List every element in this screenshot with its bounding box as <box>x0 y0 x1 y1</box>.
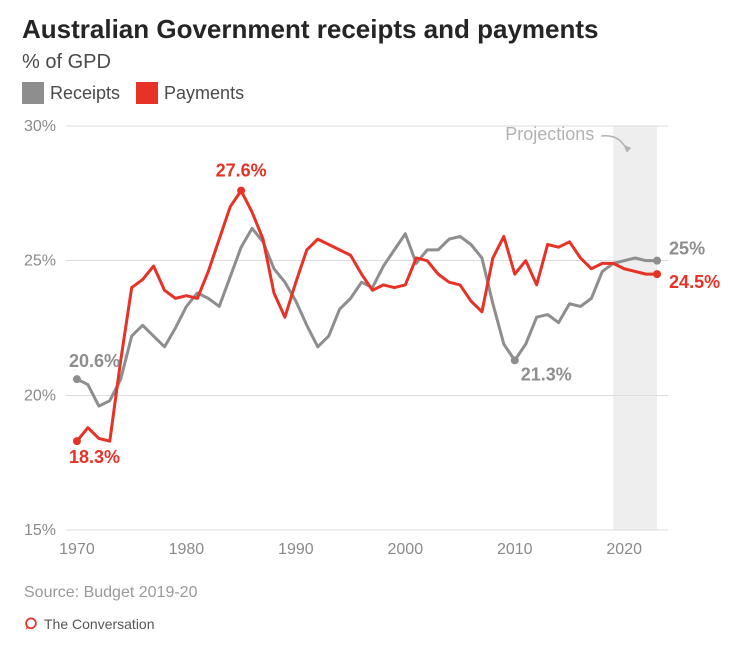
callout-label: 24.5% <box>669 272 720 292</box>
x-tick-label: 1970 <box>59 541 95 558</box>
callout-dot <box>237 187 245 195</box>
legend-swatch-payments <box>136 82 158 104</box>
attribution: The Conversation <box>24 616 746 632</box>
x-tick-label: 1990 <box>278 541 314 558</box>
x-tick-label: 1980 <box>169 541 205 558</box>
legend-swatch-receipts <box>22 82 44 104</box>
y-tick-label: 20% <box>24 387 56 404</box>
chart-area: 15% 20% 25% 30% 1970 1980 1990 2000 2010 2020 Proj… <box>18 108 736 578</box>
callout-label: 25% <box>669 239 705 259</box>
callout-dot <box>73 375 81 383</box>
chart-subtitle: % of GPD <box>22 51 746 74</box>
y-tick-label: 30% <box>24 118 56 135</box>
source-text: Source: Budget 2019-20 <box>24 584 746 602</box>
callout-dot <box>653 257 661 265</box>
projection-label: Projections <box>505 124 594 144</box>
y-tick-label: 15% <box>24 522 56 539</box>
legend-item-receipts: Receipts <box>22 82 120 104</box>
callout-label: 21.3% <box>521 364 572 384</box>
callout-dot <box>73 437 81 445</box>
callout-label: 27.6% <box>216 161 267 181</box>
x-tick-label: 2000 <box>388 541 424 558</box>
callout-label: 20.6% <box>69 351 120 371</box>
line-chart: 15% 20% 25% 30% 1970 1980 1990 2000 2010 2020 Proj… <box>18 108 736 578</box>
y-tick-label: 25% <box>24 253 56 270</box>
chart-title: Australian Government receipts and payme… <box>22 14 746 45</box>
x-tick-label: 2020 <box>606 541 642 558</box>
callout-label: 18.3% <box>69 447 120 467</box>
legend: Receipts Payments <box>22 82 746 104</box>
attribution-text: The Conversation <box>44 616 155 632</box>
legend-label-receipts: Receipts <box>50 83 120 104</box>
legend-label-payments: Payments <box>164 83 244 104</box>
conversation-logo-icon <box>24 617 38 631</box>
legend-item-payments: Payments <box>136 82 244 104</box>
projection-band <box>613 126 657 530</box>
callout-dot <box>653 270 661 278</box>
x-tick-label: 2010 <box>497 541 533 558</box>
callout-dot <box>511 356 519 364</box>
